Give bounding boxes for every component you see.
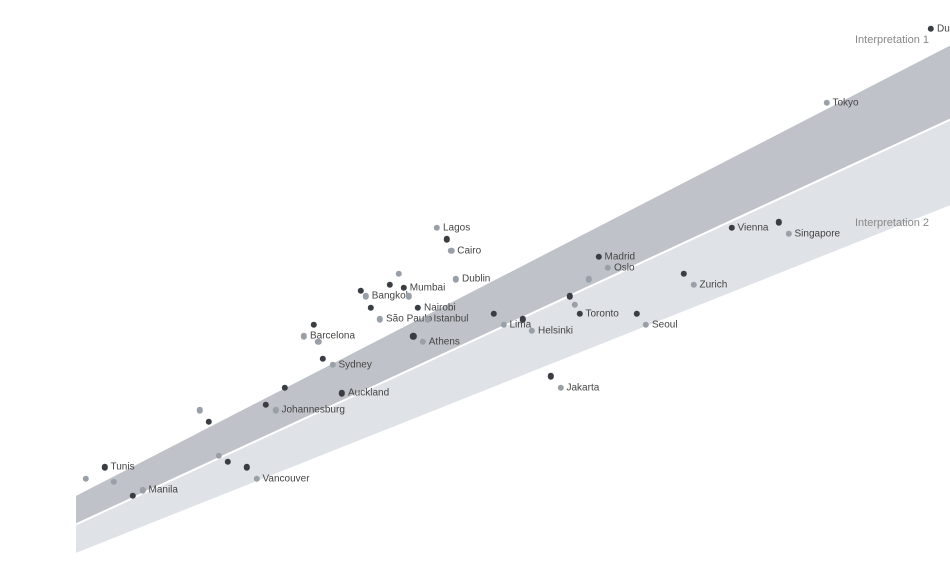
point-label: Vancouver	[263, 473, 310, 484]
point-label: Manila	[149, 485, 178, 496]
point-label: Jakarta	[567, 382, 600, 393]
point-label: Nairobi	[424, 302, 456, 313]
point-label: Dubai	[937, 23, 950, 34]
point-label: Toronto	[586, 308, 619, 319]
point-label: Vienna	[738, 223, 769, 234]
scatter-chart	[0, 0, 950, 570]
band-label-bottom: Interpretation 2	[855, 217, 929, 229]
point-label: Cairo	[457, 245, 481, 256]
point-label: Zurich	[700, 280, 728, 291]
point-label: Dublin	[462, 274, 490, 285]
point-label: Athens	[429, 337, 460, 348]
point-label: Oslo	[614, 262, 635, 273]
point-label: Madrid	[605, 251, 636, 262]
point-label: Tunis	[111, 462, 135, 473]
point-label: Sydney	[339, 359, 372, 370]
point-label: Istanbul	[434, 314, 469, 325]
point-label: Tokyo	[833, 97, 859, 108]
point-label: Seoul	[652, 319, 678, 330]
point-label: Mumbai	[410, 282, 446, 293]
point-label: Singapore	[795, 228, 841, 239]
point-label: Johannesburg	[282, 405, 345, 416]
point-label: Lagos	[443, 223, 470, 234]
band-label-top: Interpretation 1	[855, 34, 929, 46]
point-label: Auckland	[348, 388, 389, 399]
point-label: Helsinki	[538, 325, 573, 336]
